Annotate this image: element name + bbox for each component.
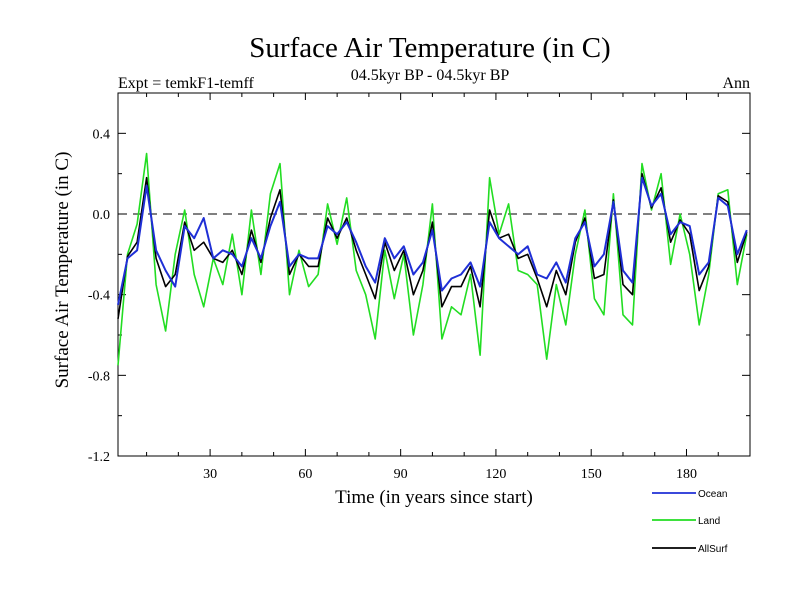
- plot-frame: [117, 92, 751, 457]
- experiment-label: Expt = temkF1-temff: [118, 75, 254, 92]
- legend-label-land: Land: [698, 516, 720, 527]
- x-tick-label: 150: [581, 467, 602, 482]
- y-axis-label: Surface Air Temperature (in C): [52, 152, 73, 389]
- x-tick-label: 120: [485, 467, 506, 482]
- series-line-allsurf: [117, 172, 748, 320]
- chart-title: Surface Air Temperature (in C): [249, 32, 610, 64]
- y-tick-label: -0.4: [88, 289, 110, 304]
- series-line-land: [117, 152, 748, 366]
- x-tick-label: 30: [203, 467, 217, 482]
- x-axis-ticks: 30 60 90 120 150 180: [146, 93, 751, 482]
- y-tick-label: -1.2: [88, 450, 110, 465]
- y-axis-ticks: -1.2 -0.8 -0.4 0.0 0.4: [88, 127, 750, 465]
- season-label: Ann: [722, 75, 750, 92]
- x-axis-label: Time (in years since start): [335, 487, 533, 508]
- chart-subtitle: 04.5kyr BP - 04.5kyr BP: [351, 67, 510, 84]
- x-tick-label: 60: [298, 467, 312, 482]
- y-tick-label: 0.0: [93, 208, 111, 223]
- legend-label-ocean: Ocean: [698, 489, 727, 500]
- x-tick-label: 180: [676, 467, 697, 482]
- y-tick-label: 0.4: [93, 127, 111, 142]
- legend: Ocean Land AllSurf: [652, 489, 728, 555]
- legend-label-allsurf: AllSurf: [698, 544, 728, 555]
- series-line-ocean: [117, 176, 748, 306]
- y-tick-label: -0.8: [88, 369, 110, 384]
- series-group: [117, 152, 748, 366]
- x-tick-label: 90: [394, 467, 408, 482]
